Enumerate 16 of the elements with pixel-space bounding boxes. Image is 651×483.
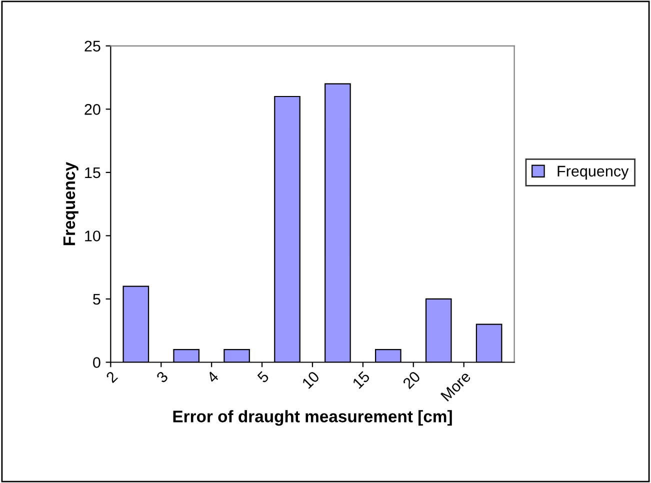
x-tick-label: 5 [256,370,270,384]
y-tick-label: 15 [85,167,100,178]
y-tick-label: 0 [93,357,100,368]
x-tick-label: 2 [105,370,118,384]
x-axis-title: Error of draught measurement [cm] [173,410,452,426]
x-tick-label: 20 [402,370,421,390]
x-tick-label: 3 [156,370,169,384]
y-axis-title: Frequency [63,162,78,246]
x-tick-label: 15 [352,370,370,390]
x-tick-label: 10 [302,370,320,390]
y-tick-label: 5 [93,294,100,305]
x-tick-label: 4 [206,370,220,384]
legend-label: Frequency [558,166,629,180]
y-tick-label: 10 [85,230,100,242]
y-tick-label: 20 [84,104,100,115]
y-tick-label: 25 [84,40,100,52]
